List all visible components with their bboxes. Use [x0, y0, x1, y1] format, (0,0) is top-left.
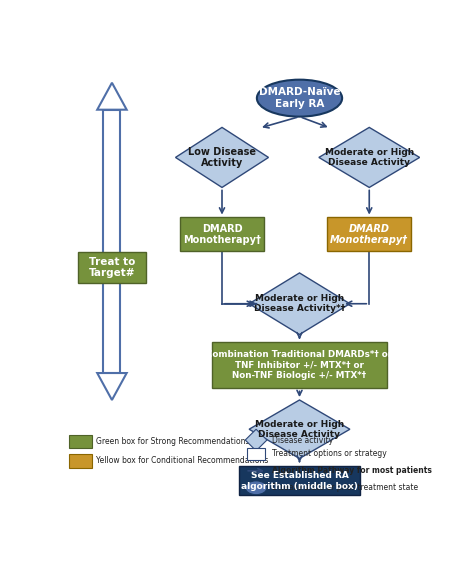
FancyBboxPatch shape [328, 218, 411, 251]
Text: Moderate or High
Disease Activity: Moderate or High Disease Activity [255, 420, 344, 439]
FancyBboxPatch shape [180, 218, 264, 251]
Text: Treatment options or strategy: Treatment options or strategy [272, 449, 386, 459]
Text: Treat to
Target#: Treat to Target# [89, 257, 135, 278]
Text: See Established RA
algorithm (middle box): See Established RA algorithm (middle box… [241, 471, 358, 491]
Polygon shape [245, 429, 267, 451]
Ellipse shape [245, 481, 267, 495]
Text: Disease state or prior treatment state: Disease state or prior treatment state [272, 483, 418, 492]
Polygon shape [319, 127, 419, 188]
Text: Algorithm Pathway for most patients: Algorithm Pathway for most patients [272, 466, 431, 475]
Text: Moderate or High
Disease Activity*†: Moderate or High Disease Activity*† [254, 294, 345, 313]
FancyBboxPatch shape [247, 448, 265, 460]
Text: DMARD
Monotherapy†: DMARD Monotherapy† [330, 224, 408, 245]
Polygon shape [97, 83, 127, 110]
FancyBboxPatch shape [103, 110, 120, 373]
Text: Moderate or High
Disease Activity: Moderate or High Disease Activity [325, 148, 414, 167]
Polygon shape [97, 373, 127, 400]
FancyBboxPatch shape [69, 454, 92, 468]
FancyBboxPatch shape [78, 252, 146, 283]
Polygon shape [249, 273, 350, 335]
Ellipse shape [257, 80, 342, 117]
FancyBboxPatch shape [69, 435, 92, 448]
Text: Low Disease
Activity: Low Disease Activity [188, 146, 256, 168]
FancyBboxPatch shape [239, 466, 360, 495]
Text: Green box for Strong Recommendations: Green box for Strong Recommendations [96, 437, 250, 446]
Polygon shape [175, 127, 268, 188]
Text: Combination Traditional DMARDs*† or
TNF Inhibitor +/- MTX*† or
Non-TNF Biologic : Combination Traditional DMARDs*† or TNF … [207, 351, 392, 380]
FancyBboxPatch shape [212, 342, 387, 389]
Text: Yellow box for Conditional Recommendations: Yellow box for Conditional Recommendatio… [96, 456, 269, 466]
Polygon shape [249, 400, 350, 459]
Text: DMARD
Monotherapy†: DMARD Monotherapy† [183, 224, 261, 245]
Text: Disease activity: Disease activity [272, 436, 333, 444]
Text: DMARD-Naïve
Early RA: DMARD-Naïve Early RA [259, 87, 340, 109]
